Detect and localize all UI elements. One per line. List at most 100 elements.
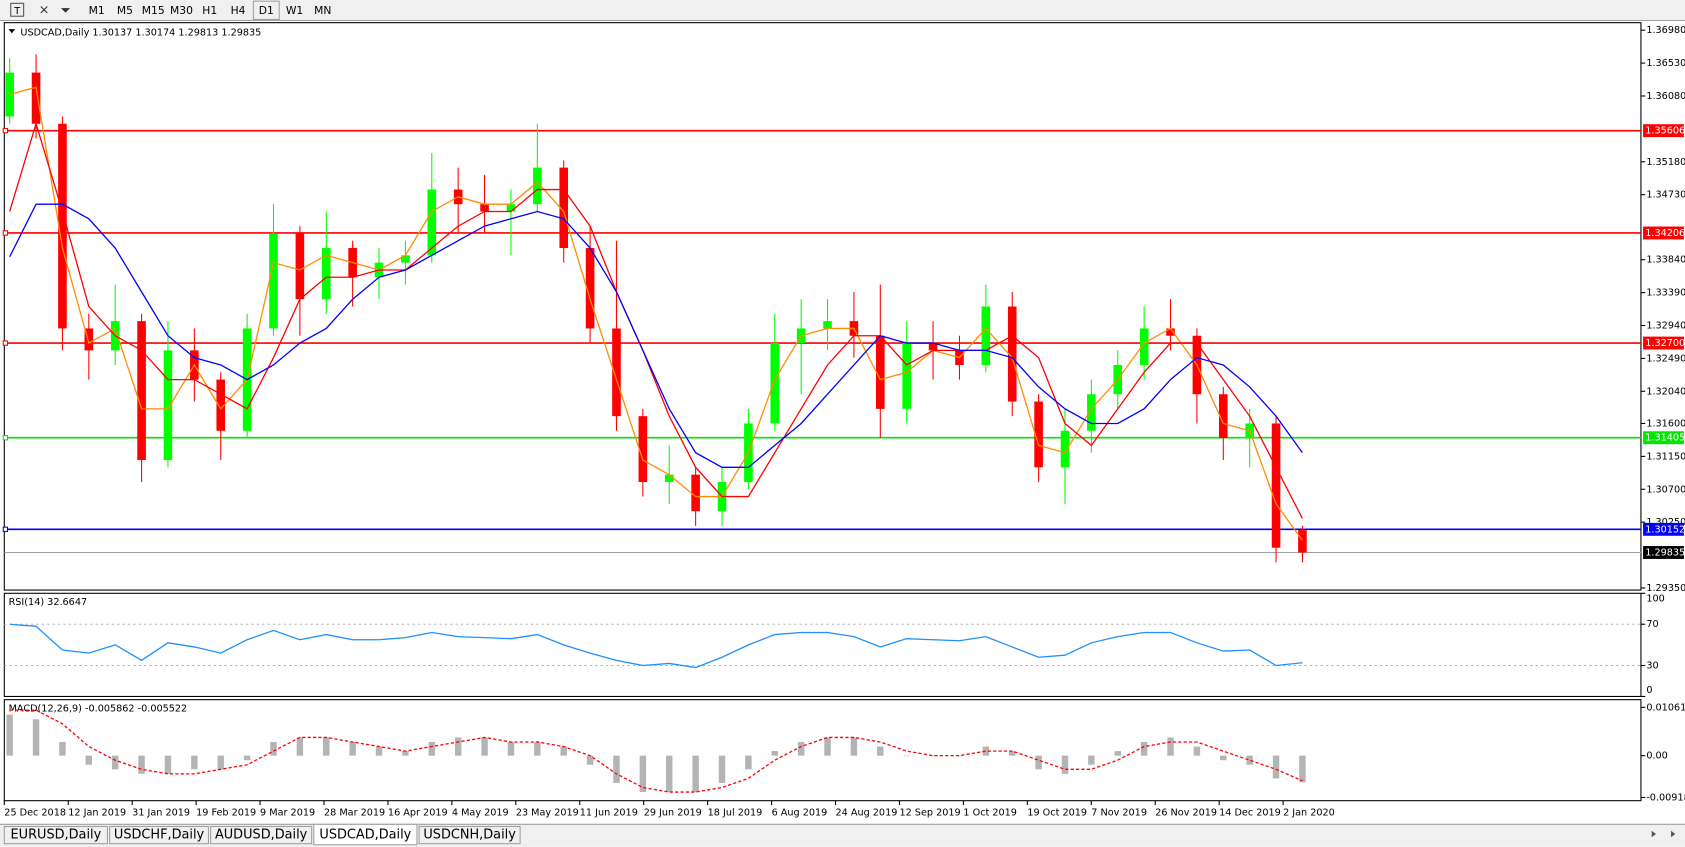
text-tool-glyph: T (13, 6, 20, 17)
symbol-tab-label[interactable]: EURUSD,Daily (11, 828, 102, 843)
collapse-triangle (8, 29, 16, 34)
candle-body (585, 248, 595, 329)
timeframe-label[interactable]: H4 (231, 4, 246, 17)
signal-line (9, 709, 1303, 793)
level-handle (2, 340, 9, 346)
level-label: 1.30152 (1645, 524, 1685, 535)
x-tick-label: 2 Jan 2020 (1283, 808, 1335, 819)
symbol-tab[interactable] (418, 825, 521, 845)
macd-bar (375, 746, 383, 756)
macd-bar (32, 719, 40, 756)
candle-body (612, 328, 621, 417)
level-label: 1.31405 (1645, 433, 1685, 444)
macd-bar (296, 737, 304, 756)
timeframe-label[interactable]: M30 (170, 4, 193, 17)
moving-average (9, 86, 1303, 541)
level-handle (2, 526, 9, 533)
timeframe-button[interactable] (83, 1, 110, 20)
y-tick-label: -0.009181 (1646, 792, 1685, 803)
y-tick-label: 1.32940 (1646, 321, 1685, 332)
timeframe-button[interactable] (140, 1, 167, 20)
candle-body (1298, 530, 1307, 553)
timeframe-button[interactable] (252, 0, 280, 20)
macd-bar (956, 755, 963, 757)
candle-body (1166, 328, 1175, 336)
timeframe-button[interactable] (309, 1, 336, 20)
macd-bar (191, 755, 198, 770)
timeframe-label[interactable]: M1 (89, 4, 105, 17)
candle-body (506, 204, 516, 212)
x-tick-label: 28 Mar 2019 (324, 808, 385, 819)
timeframe-label[interactable]: H1 (202, 4, 217, 17)
text-tool-icon[interactable] (10, 2, 25, 17)
macd-bar (560, 746, 567, 756)
y-tick-label: 1.33390 (1646, 288, 1685, 299)
symbol-tab-label[interactable]: USDCAD,Daily (319, 828, 411, 843)
x-tick-label: 29 Jun 2019 (644, 808, 702, 819)
x-tick-label: 16 Apr 2019 (388, 808, 448, 819)
timeframe-button[interactable] (168, 1, 195, 20)
candle-body (1139, 328, 1149, 365)
candle-body (981, 306, 991, 365)
moving-average (9, 121, 1304, 519)
timeframe-label[interactable]: W1 (286, 4, 303, 17)
level-label: 1.34206 (1645, 228, 1685, 239)
candle-body (269, 233, 278, 329)
y-tick-label: 1.33840 (1646, 255, 1685, 266)
y-tick-label: 0 (1646, 685, 1652, 696)
timeframe-button[interactable] (196, 1, 223, 20)
level-label-box (1643, 226, 1684, 240)
rsi-title: RSI(14) 32.6647 (9, 597, 88, 608)
x-tick-label: 9 Mar 2019 (260, 808, 315, 819)
y-tick-label: 1.36080 (1646, 91, 1685, 102)
timeframe-label[interactable]: M5 (117, 4, 133, 17)
macd-bar (1299, 755, 1306, 783)
macd-bar (1114, 751, 1121, 756)
macd-bar (824, 737, 831, 756)
x-tick-label: 23 May 2019 (516, 808, 579, 819)
macd-bar (534, 741, 541, 756)
candle-body (480, 204, 489, 212)
timeframe-button[interactable] (281, 1, 308, 20)
candle-body (1007, 306, 1017, 402)
y-tick-label: 30 (1646, 661, 1658, 672)
symbol-tab[interactable] (210, 825, 313, 845)
timeframe-label[interactable]: M15 (142, 4, 165, 17)
timeframe-label[interactable]: MN (314, 4, 331, 17)
symbol-tab-label[interactable]: USDCNH,Daily (423, 828, 516, 843)
macd-bar (402, 751, 409, 756)
timeframe-button[interactable] (112, 1, 138, 20)
macd-bar (797, 741, 805, 756)
tool-icons[interactable] (40, 6, 71, 14)
symbol-tab-label[interactable]: AUDUSD,Daily (215, 828, 308, 843)
candle-body (84, 328, 94, 351)
y-tick-label: 70 (1646, 619, 1658, 630)
macd-bar (586, 755, 594, 765)
symbol-tab[interactable] (3, 825, 108, 845)
x-tick-label: 19 Feb 2019 (196, 808, 256, 819)
x-tick-label: 6 Aug 2019 (772, 808, 828, 819)
macd-bar (349, 741, 356, 756)
timeframe-button[interactable] (225, 1, 251, 20)
macd-bar (1088, 755, 1095, 765)
rsi-panel (3, 592, 1642, 697)
level-label: 1.32700 (1645, 338, 1685, 349)
symbol-tab[interactable] (109, 825, 210, 845)
symbol-tab[interactable] (313, 823, 418, 846)
candle-body (1218, 394, 1228, 439)
y-tick-label: 1.34730 (1646, 190, 1685, 201)
macd-bar (481, 737, 488, 756)
macd-bar (1193, 746, 1201, 756)
timeframe-label[interactable]: D1 (259, 4, 274, 17)
candle-body (823, 321, 832, 329)
symbol-tab-label[interactable]: USDCHF,Daily (114, 828, 205, 843)
candle-body (1060, 430, 1070, 468)
macd-bar (903, 755, 910, 757)
macd-bar (1220, 755, 1227, 761)
candle-body (31, 72, 41, 124)
y-tick-label: 1.30700 (1646, 484, 1685, 495)
x-tick-label: 19 Oct 2019 (1027, 808, 1087, 819)
macd-bar (507, 741, 515, 756)
macd-bar (138, 755, 145, 774)
